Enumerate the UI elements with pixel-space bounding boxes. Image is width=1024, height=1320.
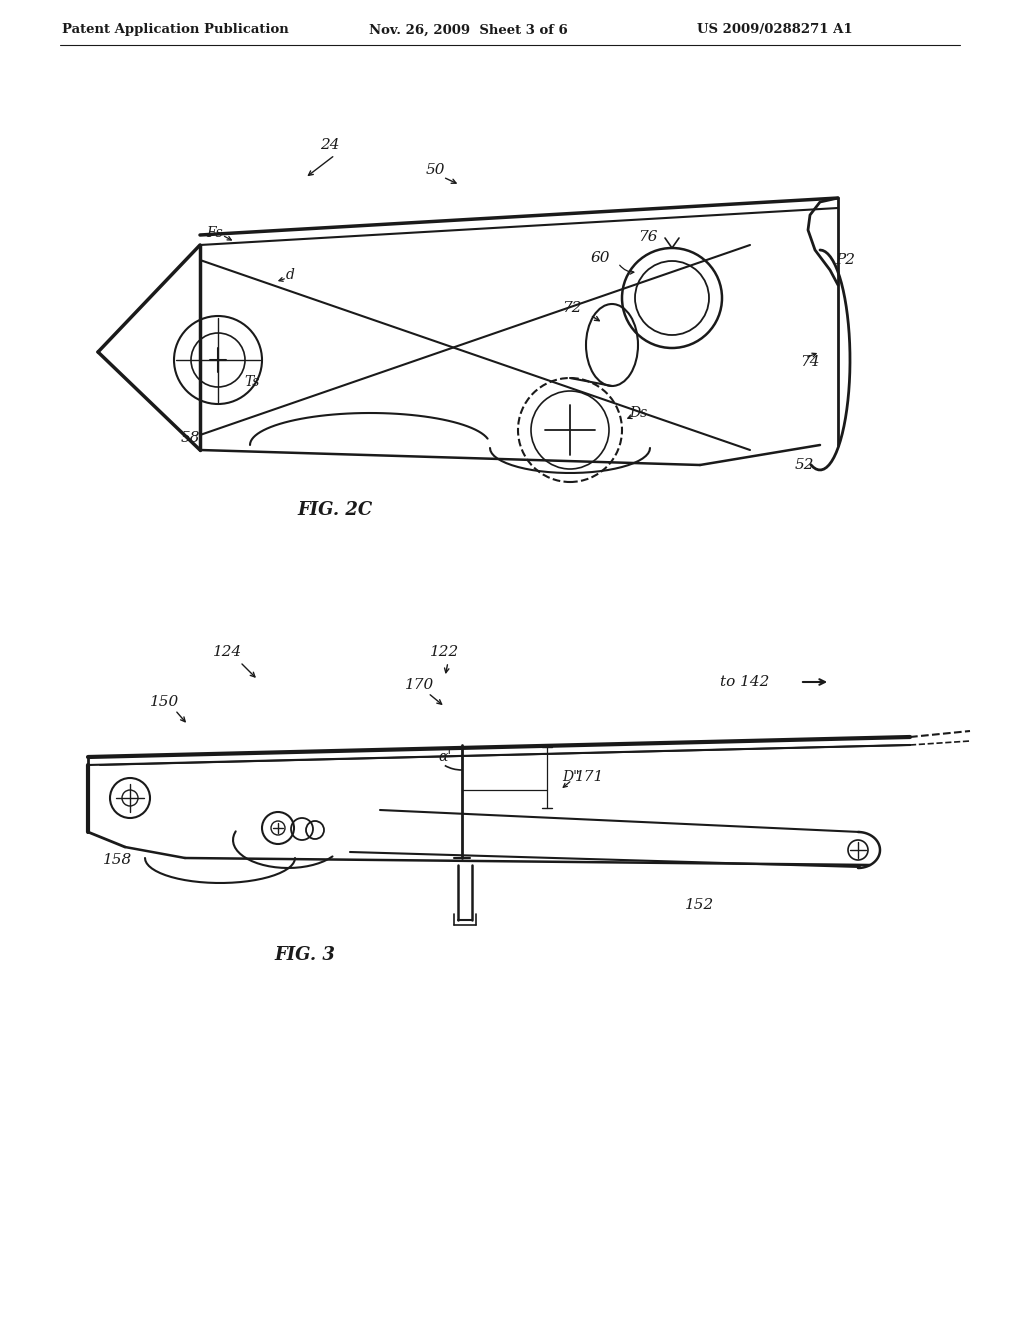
Text: 50: 50 — [425, 162, 444, 177]
Text: 158: 158 — [103, 853, 133, 867]
Text: 60: 60 — [591, 251, 610, 265]
Text: FIG. 3: FIG. 3 — [274, 946, 336, 964]
Text: US 2009/0288271 A1: US 2009/0288271 A1 — [697, 24, 853, 37]
Text: α': α' — [438, 750, 452, 764]
Text: Fs: Fs — [207, 226, 223, 240]
Text: 58: 58 — [180, 432, 200, 445]
Text: 170: 170 — [406, 678, 434, 692]
Text: Nov. 26, 2009  Sheet 3 of 6: Nov. 26, 2009 Sheet 3 of 6 — [369, 24, 567, 37]
Text: 122: 122 — [430, 645, 460, 659]
Text: 152: 152 — [685, 898, 715, 912]
Text: P2: P2 — [835, 253, 855, 267]
Text: to 142: to 142 — [720, 675, 769, 689]
Text: D": D" — [562, 770, 580, 784]
Text: FIG. 2C: FIG. 2C — [297, 502, 373, 519]
Text: 72: 72 — [562, 301, 582, 315]
Text: 52: 52 — [795, 458, 814, 473]
Text: 24: 24 — [321, 139, 340, 152]
Text: Ds: Ds — [629, 407, 647, 420]
Text: 150: 150 — [151, 696, 179, 709]
Text: 171: 171 — [575, 770, 604, 784]
Text: 74: 74 — [800, 355, 819, 370]
Text: 124: 124 — [213, 645, 243, 659]
Text: Ts: Ts — [245, 375, 260, 389]
Text: 76: 76 — [638, 230, 657, 244]
Text: Patent Application Publication: Patent Application Publication — [61, 24, 289, 37]
Text: d: d — [286, 268, 295, 282]
